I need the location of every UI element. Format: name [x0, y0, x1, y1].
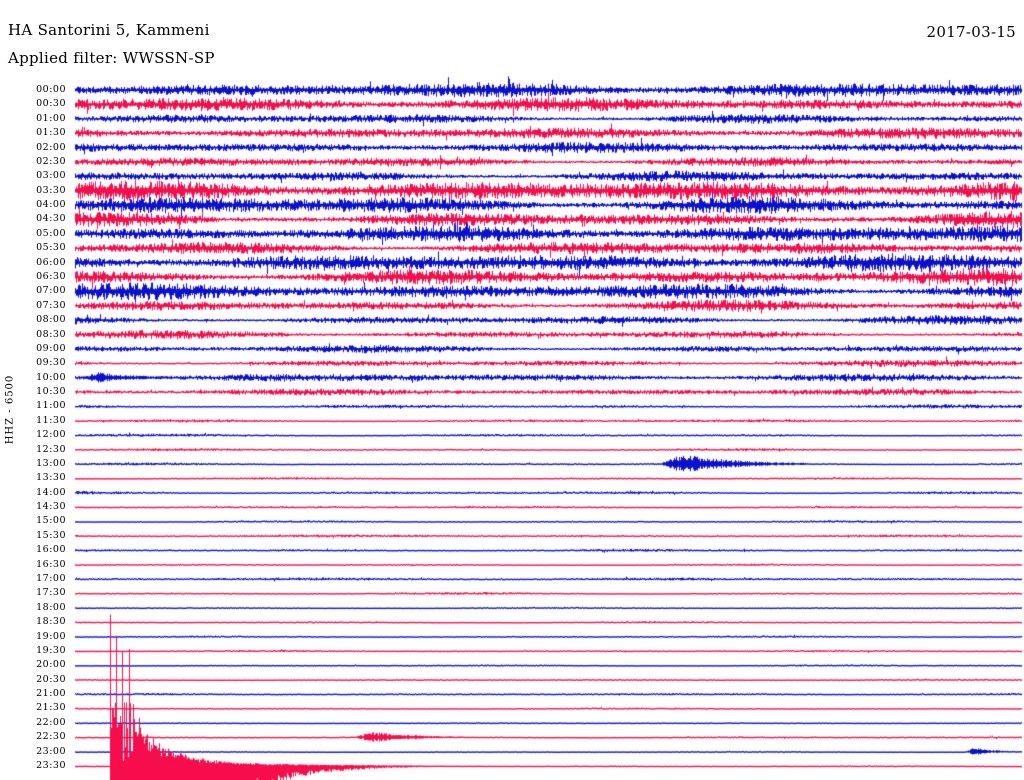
- time-label: 14:00: [36, 486, 66, 498]
- time-label: 15:30: [36, 529, 66, 541]
- time-label: 09:00: [36, 342, 66, 354]
- time-label: 09:30: [36, 357, 66, 369]
- time-label: 19:30: [36, 644, 66, 656]
- time-label: 23:00: [36, 745, 66, 757]
- time-label: 21:00: [36, 688, 66, 700]
- time-label: 01:30: [36, 127, 66, 139]
- time-label: 11:30: [36, 414, 66, 426]
- time-label: 04:00: [36, 199, 66, 211]
- time-label: 05:30: [36, 242, 66, 254]
- time-label: 07:00: [36, 285, 66, 297]
- time-label: 04:30: [36, 213, 66, 225]
- time-label: 14:30: [36, 501, 66, 513]
- time-label: 13:30: [36, 472, 66, 484]
- time-label: 12:30: [36, 443, 66, 455]
- time-label: 01:00: [36, 112, 66, 124]
- time-label: 11:00: [36, 400, 66, 412]
- time-label: 20:30: [36, 673, 66, 685]
- time-label: 12:00: [36, 429, 66, 441]
- station-title: HA Santorini 5, Kammeni: [8, 21, 210, 39]
- time-label: 13:00: [36, 457, 66, 469]
- time-label: 03:00: [36, 170, 66, 182]
- time-label: 17:00: [36, 573, 66, 585]
- time-label: 20:00: [36, 659, 66, 671]
- time-label: 02:00: [36, 141, 66, 153]
- applied-filter-label: Applied filter: WWSSN-SP: [8, 49, 215, 67]
- time-label: 18:30: [36, 616, 66, 628]
- time-label: 08:30: [36, 328, 66, 340]
- time-label: 05:00: [36, 227, 66, 239]
- time-label: 16:30: [36, 558, 66, 570]
- time-label: 19:00: [36, 630, 66, 642]
- time-label: 00:30: [36, 98, 66, 110]
- time-label: 03:30: [36, 184, 66, 196]
- time-label: 15:00: [36, 515, 66, 527]
- time-label: 22:30: [36, 731, 66, 743]
- time-label: 06:00: [36, 256, 66, 268]
- time-label: 21:30: [36, 702, 66, 714]
- time-label: 06:30: [36, 270, 66, 282]
- time-label: 08:00: [36, 314, 66, 326]
- time-label: 18:00: [36, 601, 66, 613]
- time-label: 23:30: [36, 760, 66, 771]
- time-label: 10:30: [36, 386, 66, 398]
- time-label: 07:30: [36, 299, 66, 311]
- time-label: 16:00: [36, 544, 66, 556]
- date-label: 2017-03-15: [926, 23, 1016, 41]
- time-label: 22:00: [36, 716, 66, 728]
- time-label: 00:00: [36, 84, 66, 95]
- time-label: 10:00: [36, 371, 66, 383]
- time-label: 02:30: [36, 155, 66, 167]
- time-label: 17:30: [36, 587, 66, 599]
